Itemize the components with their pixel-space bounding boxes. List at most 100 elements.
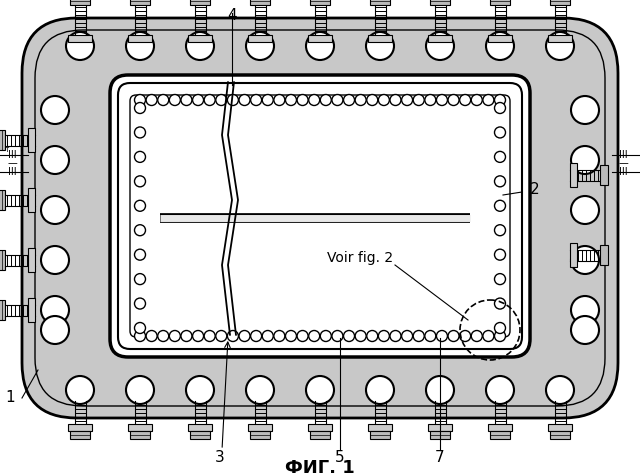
Circle shape (181, 330, 192, 341)
Circle shape (483, 95, 494, 106)
Bar (310, 431, 330, 439)
Circle shape (216, 95, 227, 106)
Circle shape (134, 330, 145, 341)
Circle shape (486, 376, 514, 404)
Circle shape (297, 330, 308, 341)
Circle shape (571, 246, 599, 274)
Circle shape (41, 316, 69, 344)
Bar (188, 35, 212, 42)
Circle shape (413, 330, 424, 341)
Bar (490, 431, 510, 439)
Circle shape (425, 330, 436, 341)
Circle shape (216, 330, 227, 341)
Bar (368, 35, 392, 42)
Circle shape (146, 330, 157, 341)
Circle shape (425, 95, 436, 106)
Text: III: III (8, 150, 16, 160)
Circle shape (436, 330, 447, 341)
Text: ↑: ↑ (3, 145, 10, 153)
Circle shape (344, 330, 355, 341)
Text: 7: 7 (435, 450, 445, 466)
Circle shape (495, 200, 506, 211)
Circle shape (390, 95, 401, 106)
Circle shape (285, 95, 296, 106)
Circle shape (134, 298, 145, 309)
Circle shape (448, 330, 459, 341)
Circle shape (170, 95, 180, 106)
Bar (570, 163, 577, 187)
Circle shape (355, 330, 366, 341)
Circle shape (41, 296, 69, 324)
Text: 3: 3 (215, 450, 225, 466)
Circle shape (471, 330, 483, 341)
Circle shape (157, 95, 169, 106)
Circle shape (495, 225, 506, 236)
Circle shape (227, 95, 239, 106)
Circle shape (495, 330, 506, 341)
Circle shape (344, 95, 355, 106)
Bar (600, 165, 608, 185)
Circle shape (448, 95, 459, 106)
Bar (250, 0, 270, 5)
Circle shape (571, 196, 599, 224)
Bar (68, 35, 92, 42)
Circle shape (134, 249, 145, 260)
Circle shape (495, 127, 506, 138)
Circle shape (134, 323, 145, 334)
Circle shape (332, 330, 343, 341)
Circle shape (134, 200, 145, 211)
FancyBboxPatch shape (22, 18, 618, 418)
Circle shape (495, 298, 506, 309)
Circle shape (308, 95, 320, 106)
Circle shape (134, 127, 145, 138)
Bar (600, 245, 608, 265)
Circle shape (571, 96, 599, 124)
Bar (28, 298, 35, 322)
Text: 5: 5 (335, 450, 345, 466)
Circle shape (186, 376, 214, 404)
Bar (570, 243, 577, 267)
Circle shape (134, 95, 145, 106)
Bar (370, 431, 390, 439)
Circle shape (193, 95, 204, 106)
Circle shape (246, 376, 274, 404)
Text: ФИГ. 1: ФИГ. 1 (285, 459, 355, 476)
Circle shape (332, 95, 343, 106)
Text: 4: 4 (227, 8, 237, 23)
Bar (0, 190, 5, 210)
Circle shape (181, 95, 192, 106)
Circle shape (495, 323, 506, 334)
Text: III: III (619, 150, 627, 160)
Circle shape (436, 95, 447, 106)
Circle shape (134, 274, 145, 285)
Circle shape (495, 274, 506, 285)
FancyBboxPatch shape (110, 75, 530, 357)
Circle shape (157, 330, 169, 341)
Circle shape (486, 32, 514, 60)
Bar (0, 250, 5, 270)
Circle shape (41, 146, 69, 174)
Circle shape (66, 376, 94, 404)
Circle shape (320, 95, 332, 106)
Bar (550, 0, 570, 5)
Circle shape (413, 95, 424, 106)
Circle shape (274, 330, 285, 341)
Circle shape (251, 330, 262, 341)
Bar (188, 424, 212, 431)
Circle shape (126, 376, 154, 404)
Circle shape (262, 330, 273, 341)
Bar (130, 431, 150, 439)
Circle shape (495, 102, 506, 113)
Circle shape (495, 176, 506, 187)
Circle shape (460, 95, 470, 106)
Bar (488, 35, 512, 42)
Circle shape (134, 151, 145, 162)
Circle shape (401, 330, 413, 341)
Bar (130, 0, 150, 5)
Circle shape (186, 32, 214, 60)
Bar (370, 0, 390, 5)
Bar (430, 431, 450, 439)
Circle shape (285, 330, 296, 341)
Circle shape (495, 151, 506, 162)
Circle shape (546, 376, 574, 404)
